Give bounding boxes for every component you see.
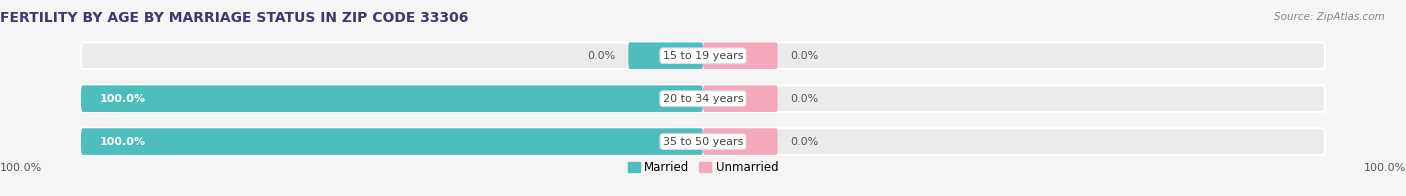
FancyBboxPatch shape	[628, 42, 703, 69]
Text: 100.0%: 100.0%	[0, 163, 42, 173]
Text: Source: ZipAtlas.com: Source: ZipAtlas.com	[1274, 12, 1385, 22]
Text: 35 to 50 years: 35 to 50 years	[662, 137, 744, 147]
Text: FERTILITY BY AGE BY MARRIAGE STATUS IN ZIP CODE 33306: FERTILITY BY AGE BY MARRIAGE STATUS IN Z…	[0, 11, 468, 25]
Text: 0.0%: 0.0%	[790, 51, 818, 61]
Text: 100.0%: 100.0%	[1364, 163, 1406, 173]
FancyBboxPatch shape	[82, 85, 703, 112]
Legend: Married, Unmarried: Married, Unmarried	[623, 156, 783, 179]
FancyBboxPatch shape	[703, 85, 778, 112]
FancyBboxPatch shape	[703, 42, 778, 69]
FancyBboxPatch shape	[82, 42, 1324, 69]
Text: 0.0%: 0.0%	[588, 51, 616, 61]
Text: 100.0%: 100.0%	[100, 137, 146, 147]
FancyBboxPatch shape	[82, 85, 1324, 112]
FancyBboxPatch shape	[82, 128, 1324, 155]
Text: 0.0%: 0.0%	[790, 137, 818, 147]
FancyBboxPatch shape	[82, 128, 703, 155]
Text: 15 to 19 years: 15 to 19 years	[662, 51, 744, 61]
Text: 20 to 34 years: 20 to 34 years	[662, 94, 744, 104]
Text: 0.0%: 0.0%	[790, 94, 818, 104]
Text: 100.0%: 100.0%	[100, 94, 146, 104]
FancyBboxPatch shape	[703, 128, 778, 155]
